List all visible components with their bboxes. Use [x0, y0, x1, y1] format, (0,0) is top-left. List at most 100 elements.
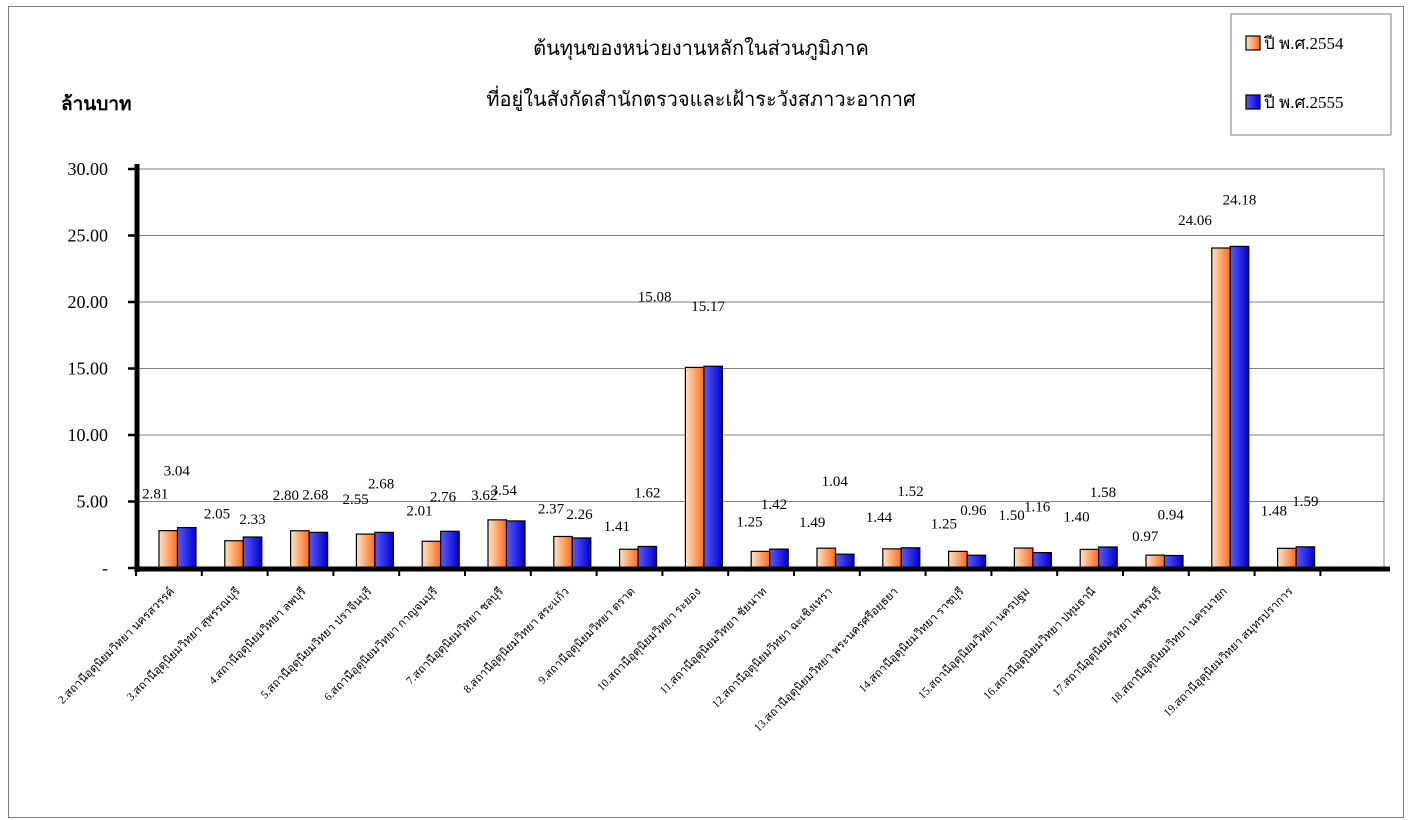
x-category-label: 19.สถานีอุตุนิยมวิทยา สมุทรปราการ	[1161, 585, 1296, 720]
data-label-series-2554: 2.01	[406, 503, 432, 519]
bar-series-2555	[637, 545, 658, 569]
x-category-label: 5.สถานีอุตุนิยมวิทยา ปราจีนบุรี	[258, 585, 374, 701]
bar-series-2555	[834, 553, 855, 569]
x-category-label: 17.สถานีอุตุนิยมวิทยา เพชรบุรี	[1050, 585, 1164, 699]
y-tick-label: 5.00	[77, 492, 109, 512]
data-label-series-2554: 1.25	[931, 516, 957, 532]
data-label-series-2555: 3.54	[491, 483, 518, 499]
x-category-label: 11.สถานีอุตุนิยมวิทยา ชัยนาท	[657, 585, 769, 697]
bar-series-2555	[308, 531, 329, 569]
data-label-series-2554: 0.97	[1132, 529, 1159, 545]
x-category-label: 14.สถานีอุตุนิยมวิทยา ราชบุรี	[856, 585, 966, 695]
data-label-series-2555: 0.94	[1158, 507, 1185, 523]
data-label-series-2555: 1.04	[822, 474, 849, 490]
bar-series-2554	[947, 550, 968, 569]
bar-series-2555	[1098, 546, 1118, 569]
data-label-series-2555: 1.52	[897, 484, 923, 500]
data-label-series-2554: 1.48	[1261, 503, 1287, 519]
bar-series-2554	[1013, 547, 1034, 569]
bar-series-2555	[769, 548, 789, 569]
bar-series-2554	[487, 519, 508, 569]
y-tick-label: 15.00	[68, 359, 109, 379]
chart-title-line-1: ต้นทุนของหน่วยงานหลักในส่วนภูมิภาค	[533, 37, 869, 61]
data-label-series-2555: 1.58	[1090, 485, 1116, 501]
x-category-label: 10.สถานีอุตุนิยมวิทยา ระยอง	[595, 585, 704, 694]
bar-series-2554	[882, 548, 902, 569]
bar-series-2555	[571, 537, 592, 569]
bar-chart: - 5.00 10.00 15.00 20.00 25.00 30.00 2.81 3.04 2.…	[55, 13, 1392, 734]
bar-series-2555	[1295, 546, 1316, 569]
x-category-label: 18.สถานีอุตุนิยมวิทยา นครนายก	[1108, 585, 1230, 707]
bar-series-2554	[1079, 548, 1100, 569]
y-tick-label: 25.00	[68, 226, 109, 246]
data-label-series-2555: 2.26	[566, 507, 593, 523]
bar-series-2554	[618, 548, 639, 569]
data-label-series-2554: 1.50	[999, 508, 1025, 524]
bar-series-2554	[1145, 554, 1166, 569]
x-category-label: 6.สถานีอุตุนิยมวิทยา กาญจนบุรี	[322, 585, 441, 704]
legend-label-series-2555: ปี พ.ศ.2555	[1263, 93, 1343, 112]
x-category-label: 3.สถานีอุตุนิยมวิทยา สุพรรณบุรี	[124, 585, 243, 704]
bar-series-2555	[900, 547, 921, 569]
bar-series-2554	[816, 547, 837, 569]
bar-series-2555	[703, 365, 724, 569]
bar-series-2555	[374, 531, 394, 569]
data-label-series-2554: 2.55	[343, 492, 369, 508]
y-tick-label: -	[102, 558, 108, 578]
bar-series-2554	[1276, 547, 1297, 569]
bar-series-2554	[290, 530, 310, 569]
bar-series-2554	[158, 530, 179, 569]
x-category-label: 12.สถานีอุตุนิยมวิทยา ฉะเชิงเทรา	[709, 585, 835, 711]
data-label-series-2554: 24.06	[1178, 213, 1212, 229]
legend-box	[1230, 13, 1392, 136]
bar-series-2554	[224, 540, 244, 569]
data-label-series-2555: 2.68	[368, 476, 394, 492]
bar-series-2555	[242, 536, 263, 569]
bar-series-2554	[421, 540, 442, 569]
bar-series-2555	[1229, 245, 1250, 569]
data-label-series-2554: 1.44	[866, 510, 893, 526]
data-label-series-2555: 15.17	[691, 299, 725, 315]
data-label-series-2554: 1.41	[604, 519, 630, 535]
data-label-series-2554: 2.05	[204, 507, 230, 523]
data-label-series-2555: 2.68	[302, 487, 328, 503]
bar-series-2554	[553, 535, 573, 569]
bar-series-2555	[505, 520, 526, 569]
bar-series-2555	[966, 554, 987, 569]
data-label-series-2554: 2.80	[273, 488, 299, 504]
data-label-series-2554: 1.49	[799, 515, 825, 531]
data-label-series-2555: 3.04	[164, 464, 191, 480]
chart-title-line-2: ที่อยู่ในสังกัดสำนักตรวจและเฝ้าระวังสภาว…	[486, 85, 916, 112]
x-category-label: 2.สถานีอุตุนิยมวิทยา นครสวรรค์	[55, 584, 177, 706]
data-label-series-2555: 1.42	[761, 497, 787, 513]
data-label-series-2555: 2.33	[239, 512, 265, 528]
data-label-series-2554: 1.40	[1063, 509, 1089, 525]
data-label-series-2554: 3.62	[471, 488, 497, 504]
data-label-series-2554: 2.81	[142, 487, 168, 503]
data-label-series-2554: 15.08	[638, 289, 672, 305]
y-axis-label: ล้านบาท	[61, 93, 132, 115]
data-label-series-2555: 1.16	[1024, 500, 1051, 516]
x-category-label: 16.สถานีอุตุนิยมวิทยา ปทุมธานี	[981, 585, 1099, 703]
bar-series-2554	[355, 533, 376, 569]
y-tick-label: 30.00	[68, 159, 109, 179]
data-label-series-2555: 0.96	[960, 503, 987, 519]
x-category-label: 13.สถานีอุตุนิยมวิทยา พระนครศรีอยุธยา	[751, 585, 900, 734]
x-category-label: 8.สถานีอุตุนิยมวิทยา สระแก้ว	[461, 585, 572, 696]
bar-series-2554	[684, 366, 705, 569]
legend-swatch-series-2555	[1245, 94, 1261, 110]
bar-series-2554	[750, 550, 771, 569]
chart-area: - 5.00 10.00 15.00 20.00 25.00 30.00 2.81 3.04 2.…	[8, 6, 1404, 818]
legend-swatch-series-2554	[1245, 35, 1261, 51]
data-label-series-2555: 1.62	[634, 485, 660, 501]
data-label-series-2555: 2.76	[430, 489, 457, 505]
data-label-series-2555: 24.18	[1223, 192, 1257, 208]
bar-series-2555	[1163, 554, 1184, 569]
bar-series-2555	[176, 526, 197, 569]
bar-series-2554	[1211, 247, 1231, 569]
data-label-series-2554: 2.37	[538, 501, 565, 517]
legend-label-series-2554: ปี พ.ศ.2554	[1263, 34, 1344, 53]
y-tick-label: 20.00	[68, 292, 109, 312]
data-label-series-2555: 1.59	[1292, 494, 1318, 510]
data-label-series-2554: 1.25	[736, 514, 762, 530]
